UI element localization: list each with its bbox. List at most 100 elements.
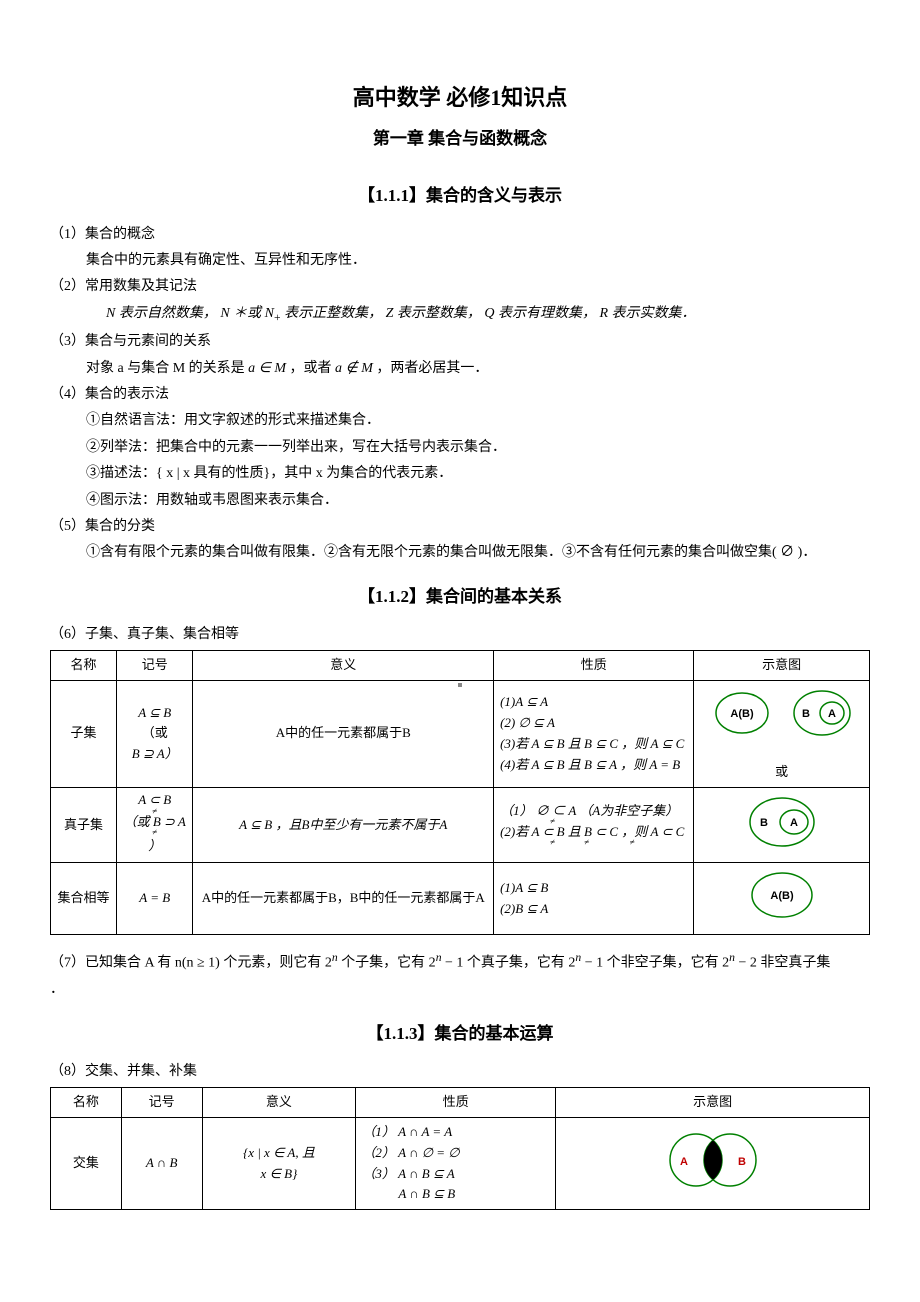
text-numbersets-rest: 表示正整数集， Z 表示整数集， Q 表示有理数集， R 表示实数集． bbox=[281, 306, 696, 321]
p7-m3: − 1 个非空子集，它有 2 bbox=[585, 956, 729, 971]
prop2: (2) ∅ ⊆ A bbox=[500, 713, 687, 734]
p7-m1: 个子集，它有 2 bbox=[341, 956, 436, 971]
table-row: 真子集 A ⊂ B ≠ （或 B ⊃ A ≠ ） A ⊆ B ，且B中至少有一元… bbox=[51, 787, 870, 863]
cell-nota-inter: A ∩ B bbox=[121, 1118, 202, 1210]
th2-notation: 记号 bbox=[121, 1088, 202, 1118]
item-4-l4: ④图示法：用数轴或韦恩图来表示集合． bbox=[86, 490, 870, 512]
diagram-subset-svg: A(B) B A bbox=[702, 685, 862, 755]
item-7-dot: ． bbox=[50, 979, 870, 1001]
p7-m4: − 2 非空真子集 bbox=[738, 956, 830, 971]
cell-prop-proper: （1） ∅ ⊂ A （A为非空子集） ≠ (2)若 A ⊂ B 且 B ⊂ C … bbox=[494, 787, 694, 863]
cell-mean-subset: A中的任一元素都属于B bbox=[193, 681, 494, 788]
inter-p1: （1） A ∩ A = A bbox=[362, 1122, 549, 1143]
diagram-intersection-svg: A B bbox=[638, 1125, 788, 1195]
operations-table: 名称 记号 意义 性质 示意图 交集 A ∩ B {x | x ∈ A, 且 x… bbox=[50, 1087, 870, 1210]
item-4-l2: ②列举法：把集合中的元素一一列举出来，写在大括号内表示集合． bbox=[86, 437, 870, 459]
cell-name-proper: 真子集 bbox=[51, 787, 117, 863]
item-5-head: （5）集合的分类 bbox=[50, 516, 870, 538]
diagram-equal-svg: A(B) bbox=[732, 867, 832, 923]
th2-meaning: 意义 bbox=[202, 1088, 356, 1118]
table-row: 名称 记号 意义 性质 示意图 bbox=[51, 1088, 870, 1118]
p7-e1: n bbox=[332, 951, 338, 964]
prop1: (1)A ⊆ A bbox=[500, 692, 687, 713]
section-113-title: 【1.1.3】集合的基本运算 bbox=[50, 1020, 870, 1047]
p-prop2-ne: ≠ ≠ ≠ bbox=[550, 839, 687, 846]
item-8-head: （8）交集、并集、补集 bbox=[50, 1061, 870, 1083]
svg-text:B: B bbox=[760, 817, 768, 829]
item-5-body: ①含有有限个元素的集合叫做有限集．②含有无限个元素的集合叫做无限集．③不含有任何… bbox=[86, 542, 870, 564]
text-rel-mid: ，或者 bbox=[290, 361, 336, 376]
p7-e4: n bbox=[729, 951, 735, 964]
page-title-sub: 第一章 集合与函数概念 bbox=[50, 125, 870, 152]
p7-e3: n bbox=[575, 951, 581, 964]
svg-text:B: B bbox=[802, 708, 810, 720]
formula-in: a ∈ M bbox=[248, 361, 286, 376]
svg-text:A: A bbox=[790, 817, 798, 829]
nota-l1: A ⊆ B bbox=[123, 703, 186, 724]
cell-prop-inter: （1） A ∩ A = A （2） A ∩ ∅ = ∅ （3） A ∩ B ⊆ … bbox=[356, 1118, 556, 1210]
mean-proper: A ⊆ B ，且B中至少有一元素不属于A bbox=[239, 817, 447, 832]
svg-text:A: A bbox=[680, 1156, 688, 1168]
svg-text:A: A bbox=[828, 708, 836, 720]
cell-name-equal: 集合相等 bbox=[51, 863, 117, 935]
th2-name: 名称 bbox=[51, 1088, 122, 1118]
cell-mean-inter: {x | x ∈ A, 且 x ∈ B} bbox=[202, 1118, 356, 1210]
table-row: 名称 记号 意义 性质 示意图 bbox=[51, 651, 870, 681]
item-4-head: （4）集合的表示法 bbox=[50, 384, 870, 406]
cell-name-inter: 交集 bbox=[51, 1118, 122, 1210]
ne-c: ≠ bbox=[630, 837, 635, 847]
text-rel-post: ，两者必居其一． bbox=[376, 361, 488, 376]
item-4-l3: ③描述法：{ x | x 具有的性质}，其中 x 为集合的代表元素． bbox=[86, 463, 870, 485]
th-diagram: 示意图 bbox=[694, 651, 870, 681]
cell-nota-equal: A = B bbox=[117, 863, 193, 935]
section-112-title: 【1.1.2】集合间的基本关系 bbox=[50, 583, 870, 610]
cell-mean-equal: A中的任一元素都属于B，B中的任一元素都属于A bbox=[193, 863, 494, 935]
th-name: 名称 bbox=[51, 651, 117, 681]
inter-p2: （2） A ∩ ∅ = ∅ bbox=[362, 1143, 549, 1164]
inter-p3: （3） A ∩ B ⊆ A bbox=[362, 1164, 549, 1185]
item-7: （7）已知集合 A 有 n(n ≥ 1) 个元素，则它有 2n 个子集，它有 2… bbox=[50, 949, 870, 975]
text-rel-pre: 对象 a 与集合 M 的关系是 bbox=[86, 361, 248, 376]
th-notation: 记号 bbox=[117, 651, 193, 681]
item-3-body: 对象 a 与集合 M 的关系是 a ∈ M ，或者 a ∉ M ，两者必居其一． bbox=[86, 358, 870, 380]
nota-l2: （或 bbox=[123, 723, 186, 744]
relations-table: 名称 记号 意义 性质 示意图 子集 A ⊆ B （或 B ⊇ A） A中的任一… bbox=[50, 650, 870, 935]
ne-a: ≠ bbox=[550, 837, 555, 847]
svg-text:B: B bbox=[738, 1156, 746, 1168]
p7-e2: n bbox=[436, 951, 442, 964]
cell-diagram-proper: B A bbox=[694, 787, 870, 863]
p-prop1: （1） ∅ ⊂ A （A为非空子集） bbox=[500, 804, 687, 818]
cell-prop-equal: (1)A ⊆ B (2)B ⊆ A bbox=[494, 863, 694, 935]
prop3: (3)若 A ⊆ B 且 B ⊆ C ，则 A ⊆ C bbox=[500, 734, 687, 755]
cell-diagram-subset: A(B) B A 或 bbox=[694, 681, 870, 788]
diagram-subset-or: 或 bbox=[700, 762, 863, 783]
page-title-main: 高中数学 必修1知识点 bbox=[50, 80, 870, 115]
cell-nota-proper: A ⊂ B ≠ （或 B ⊃ A ≠ ） bbox=[117, 787, 193, 863]
cell-diagram-inter: A B bbox=[556, 1118, 870, 1210]
sub-plus: + bbox=[274, 311, 281, 324]
ne-b: ≠ bbox=[584, 837, 589, 847]
p7-m2: − 1 个真子集，它有 2 bbox=[445, 956, 575, 971]
item-2-head: （2）常用数集及其记法 bbox=[50, 276, 870, 298]
th-properties: 性质 bbox=[494, 651, 694, 681]
item-4-l1: ①自然语言法：用文字叙述的形式来描述集合． bbox=[86, 410, 870, 432]
table-row: 交集 A ∩ B {x | x ∈ A, 且 x ∈ B} （1） A ∩ A … bbox=[51, 1118, 870, 1210]
item-6-head: （6）子集、真子集、集合相等 bbox=[50, 624, 870, 646]
table-row: 集合相等 A = B A中的任一元素都属于B，B中的任一元素都属于A (1)A … bbox=[51, 863, 870, 935]
nota-p-l3: ） bbox=[123, 836, 186, 857]
cell-mean-proper: A ⊆ B ，且B中至少有一元素不属于A bbox=[193, 787, 494, 863]
formula-notin: a ∉ M bbox=[335, 361, 373, 376]
cell-prop-subset: (1)A ⊆ A (2) ∅ ⊆ A (3)若 A ⊆ B 且 B ⊆ C ，则… bbox=[494, 681, 694, 788]
cell-diagram-equal: A(B) bbox=[694, 863, 870, 935]
nota-p-ne2: ≠ bbox=[123, 829, 186, 836]
svg-text:A(B): A(B) bbox=[770, 890, 794, 902]
diagram-proper-svg: B A bbox=[722, 792, 842, 852]
cell-nota-subset: A ⊆ B （或 B ⊇ A） bbox=[117, 681, 193, 788]
cell-name-subset: 子集 bbox=[51, 681, 117, 788]
inter-p4: A ∩ B ⊆ B bbox=[398, 1184, 549, 1205]
table-row: 子集 A ⊆ B （或 B ⊇ A） A中的任一元素都属于B (1)A ⊆ A … bbox=[51, 681, 870, 788]
nota-l3: B ⊇ A） bbox=[123, 744, 186, 765]
section-111-title: 【1.1.1】集合的含义与表示 bbox=[50, 182, 870, 209]
th-meaning: 意义 bbox=[193, 651, 494, 681]
th2-properties: 性质 bbox=[356, 1088, 556, 1118]
